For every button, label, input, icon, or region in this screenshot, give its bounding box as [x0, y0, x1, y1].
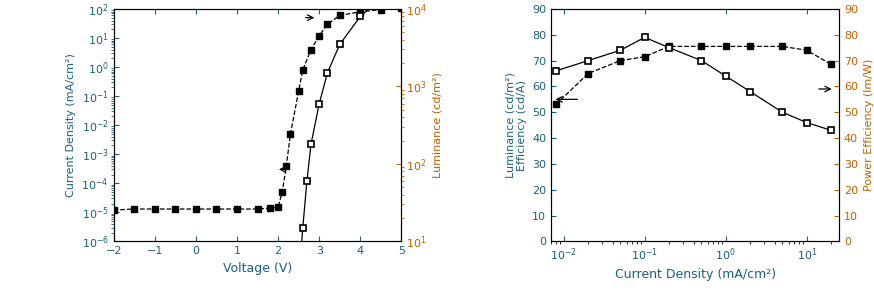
Y-axis label: Luminance (cd/m²): Luminance (cd/m²) [433, 72, 443, 178]
Y-axis label: Current Density (mA/cm²): Current Density (mA/cm²) [66, 53, 76, 197]
X-axis label: Current Density (mA/cm²): Current Density (mA/cm²) [614, 268, 775, 281]
Y-axis label: Luminance (cd/m²)
Efficiency (cd/A): Luminance (cd/m²) Efficiency (cd/A) [505, 72, 527, 178]
Y-axis label: Power Efficiency (lm/W): Power Efficiency (lm/W) [864, 59, 874, 191]
X-axis label: Voltage (V): Voltage (V) [223, 262, 292, 275]
